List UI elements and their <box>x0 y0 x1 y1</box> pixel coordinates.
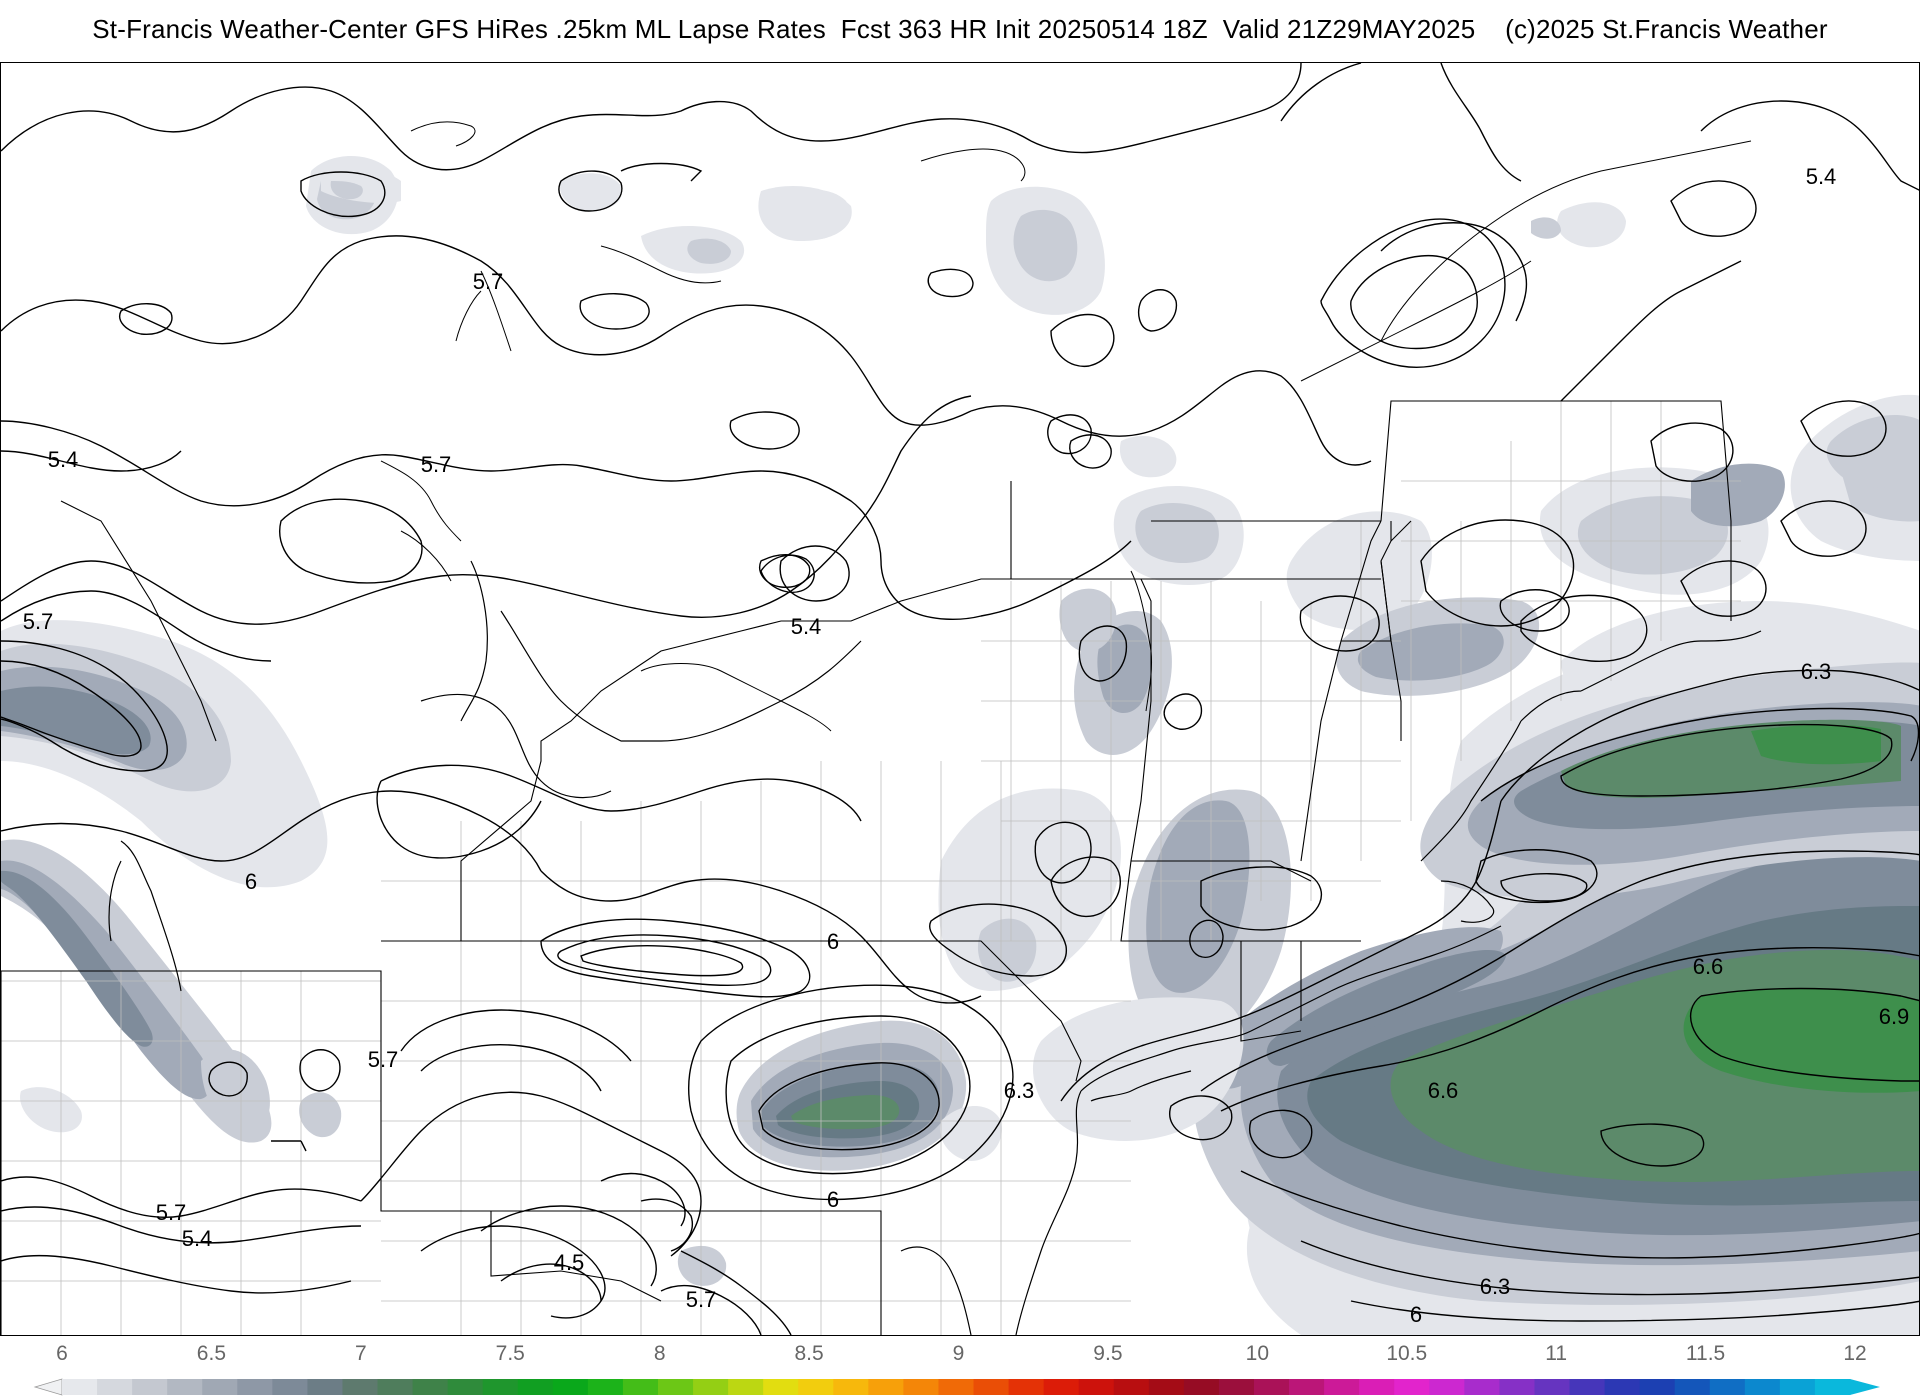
colorbar-cell <box>1429 1379 1465 1395</box>
colorbar-cell <box>342 1379 379 1395</box>
lapse-rate-contours <box>1 63 1919 1335</box>
coastlines <box>108 560 1762 1335</box>
colorbar-tick-labels: 6 6.5 7 7.5 8 8.5 9 9.5 10 10.5 11 11.5 12 <box>0 1342 1920 1372</box>
colorbar-cell <box>658 1379 694 1395</box>
colorbar-cell <box>1499 1379 1535 1395</box>
contour-label: 4.5 <box>554 1250 585 1275</box>
county-boundaries <box>1 401 1741 1335</box>
colorbar <box>33 1378 1880 1396</box>
colorbar-cell <box>903 1379 939 1395</box>
contour-label: 6 <box>827 1187 839 1212</box>
colorbar-tick-label: 10.5 <box>1386 1342 1428 1365</box>
colorbar-cell <box>868 1379 904 1395</box>
map-title: St-Francis Weather-Center GFS HiRes .25k… <box>92 14 1828 44</box>
colorbar-cell <box>272 1379 308 1395</box>
colorbar-tick-label: 7.5 <box>495 1342 525 1365</box>
contour-label: 5.7 <box>368 1047 399 1072</box>
contour-label: 5.4 <box>1806 164 1837 189</box>
colorbar-cell <box>202 1379 238 1395</box>
colorbar-cell <box>132 1379 168 1395</box>
colorbar-cell <box>1779 1379 1816 1395</box>
contour-label: 5.7 <box>421 452 452 477</box>
colorbar-cell <box>833 1379 869 1395</box>
colorbar-cell <box>973 1379 1010 1395</box>
colorbar-cell <box>1534 1379 1571 1395</box>
colorbar-cell <box>1394 1379 1430 1395</box>
colorbar-cell <box>307 1379 343 1395</box>
contour-label: 6.9 <box>1879 1004 1910 1029</box>
colorbar-cell <box>482 1379 519 1395</box>
colorbar-cell <box>1639 1379 1676 1395</box>
colorbar-cell <box>622 1379 659 1395</box>
lapse-rate-shading <box>1 156 1919 1335</box>
colorbar-cell <box>1043 1379 1080 1395</box>
colorbar-cell <box>1814 1379 1851 1395</box>
colorbar-cell <box>1744 1379 1781 1395</box>
colorbar-cell <box>1359 1379 1395 1395</box>
colorbar-cell <box>1148 1379 1185 1395</box>
contour-label: 6.3 <box>1004 1078 1035 1103</box>
lapse-rate-map: 5.4 5.7 5.4 5.7 5.7 5.4 6 5.7 5.7 5.4 4.… <box>0 62 1920 1336</box>
colorbar-left-arrow <box>33 1378 63 1396</box>
colorbar-cell <box>693 1379 729 1395</box>
colorbar-cell <box>1569 1379 1606 1395</box>
colorbar-tick-label: 10 <box>1245 1342 1270 1365</box>
colorbar-tick-label: 6 <box>56 1342 68 1365</box>
contour-label: 6.3 <box>1480 1274 1511 1299</box>
colorbar-cell <box>62 1379 98 1395</box>
contour-label: 5.7 <box>473 269 504 294</box>
colorbar-cell <box>1604 1379 1641 1395</box>
contour-label: 5.4 <box>48 447 79 472</box>
colorbar-tick-label: 12 <box>1843 1342 1867 1365</box>
contour-label: 6.3 <box>1801 659 1832 684</box>
contour-label: 6.6 <box>1428 1078 1459 1103</box>
colorbar-cell <box>1008 1379 1045 1395</box>
colorbar-cell <box>763 1379 799 1395</box>
state-boundaries <box>1 400 1732 1335</box>
contour-label: 5.4 <box>182 1226 213 1251</box>
colorbar-tick-label: 6.5 <box>196 1342 227 1365</box>
colorbar-cell <box>1709 1379 1746 1395</box>
colorbar-cell <box>447 1379 484 1395</box>
colorbar-cell <box>552 1379 589 1395</box>
colorbar-cell <box>1183 1379 1220 1395</box>
colorbar-cell <box>1324 1379 1360 1395</box>
contour-label: 6.6 <box>1693 954 1724 979</box>
colorbar-cell <box>1289 1379 1325 1395</box>
contour-label: 5.7 <box>156 1200 187 1225</box>
colorbar-cell <box>237 1379 273 1395</box>
hudson-bay-coast <box>380 121 1752 732</box>
contour-label: 5.4 <box>791 614 822 639</box>
colorbar-cell <box>1078 1379 1115 1395</box>
contour-label: 6 <box>1410 1302 1422 1327</box>
colorbar-cell <box>1218 1379 1255 1395</box>
contour-label: 5.7 <box>23 609 54 634</box>
colorbar-right-arrow <box>1850 1379 1880 1395</box>
colorbar-cell <box>728 1379 764 1395</box>
colorbar-cell <box>798 1379 834 1395</box>
contour-label: 6 <box>245 869 257 894</box>
colorbar-tick-label: 9.5 <box>1093 1342 1123 1365</box>
colorbar-cell <box>587 1379 624 1395</box>
colorbar-cell <box>1464 1379 1500 1395</box>
colorbar-cell <box>97 1379 133 1395</box>
colorbar-tick-label: 11 <box>1545 1342 1568 1365</box>
colorbar-cell <box>167 1379 203 1395</box>
colorbar-cell <box>938 1379 975 1395</box>
colorbar-tick-label: 11.5 <box>1685 1342 1726 1365</box>
contour-label: 6 <box>827 929 839 954</box>
contour-label: 5.7 <box>686 1287 717 1312</box>
colorbar-cell <box>517 1379 554 1395</box>
colorbar-cell <box>1113 1379 1150 1395</box>
colorbar-cell <box>377 1379 414 1395</box>
colorbar-cell <box>412 1379 449 1395</box>
colorbar-tick-label: 8.5 <box>794 1342 824 1365</box>
contour-labels: 5.4 5.7 5.4 5.7 5.7 5.4 6 5.7 5.7 5.4 4.… <box>23 164 1910 1327</box>
colorbar-tick-label: 7 <box>354 1342 367 1365</box>
colorbar-tick-label: 9 <box>952 1342 965 1365</box>
colorbar-cell <box>1254 1379 1290 1395</box>
colorbar-cell <box>1674 1379 1711 1395</box>
colorbar-tick-label: 8 <box>653 1342 666 1365</box>
